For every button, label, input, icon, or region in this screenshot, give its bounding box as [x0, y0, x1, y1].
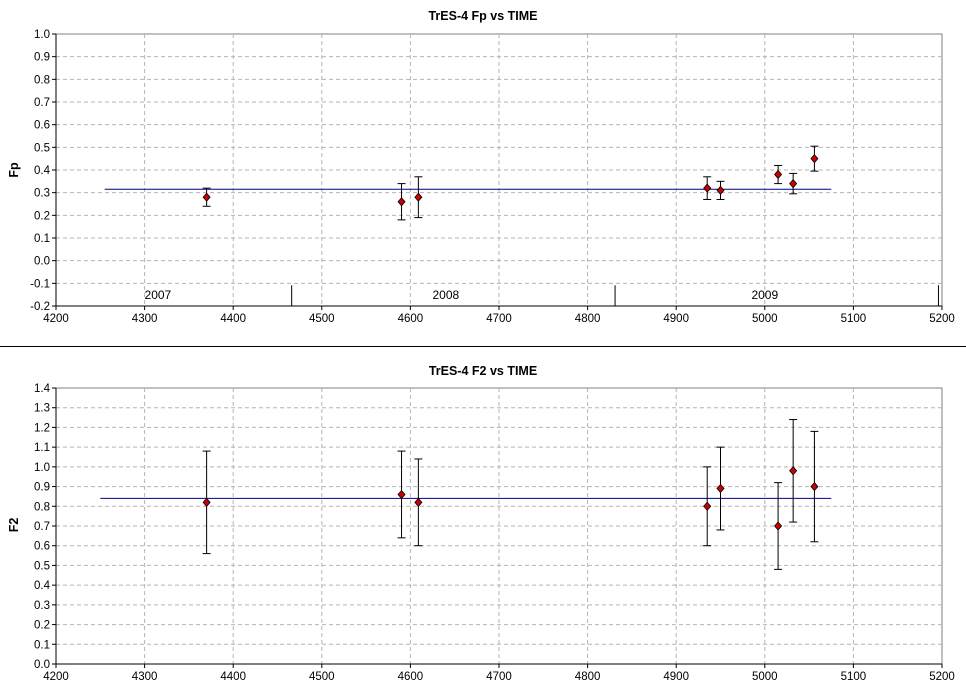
- year-label: 2007: [145, 288, 172, 302]
- data-point: [202, 497, 211, 507]
- year-label: 2008: [432, 288, 459, 302]
- data-point: [414, 497, 423, 507]
- y-tick-label: 0.4: [34, 580, 51, 592]
- y-tick-label: 0.3: [34, 600, 50, 612]
- x-tick-label: 5000: [752, 313, 778, 325]
- y-tick-label: -0.1: [30, 278, 50, 290]
- chart-fp: TrES-4 Fp vs TIME Fp -0.2 -0.1 0.0 0.1 0.2 0.…: [7, 9, 955, 325]
- x-tick-label: 4900: [663, 671, 689, 683]
- y-tick-label: 0.2: [34, 210, 50, 222]
- x-tick-label: 4200: [43, 313, 69, 325]
- y-tick-label: 0.5: [34, 142, 50, 154]
- x-tick-label: 4900: [663, 313, 689, 325]
- y-tick-label: 0.3: [34, 188, 50, 200]
- y-tick-label: 0.8: [34, 501, 50, 513]
- grid: 0.0 0.1 0.2 0.3 0.4 0.5 0.6 0.7 0.8 0.9 1.0 1.1 1.2 1…: [34, 383, 955, 683]
- x-tick-label: 5200: [929, 671, 955, 683]
- y-tick-label: 0.9: [34, 482, 50, 494]
- y-tick-label: 1.1: [34, 442, 50, 454]
- data-point: [397, 489, 406, 500]
- data-point: [789, 466, 798, 476]
- data-point: [789, 178, 798, 189]
- data-point: [703, 501, 712, 511]
- data-point: [397, 197, 406, 207]
- data-point: [202, 192, 211, 202]
- chart-title: TrES-4 Fp vs TIME: [428, 9, 537, 23]
- data-point: [703, 183, 712, 193]
- x-tick-label: 4300: [132, 671, 158, 683]
- y-tick-label: 0.7: [34, 97, 50, 109]
- x-tick-label: 4600: [398, 671, 424, 683]
- x-tick-label: 4800: [575, 671, 601, 683]
- x-tick-label: 4500: [309, 313, 335, 325]
- y-tick-label: 0.5: [34, 560, 50, 572]
- y-tick-label: 0.9: [34, 52, 50, 64]
- x-tick-label: 4700: [486, 671, 512, 683]
- y-tick-label: 0.8: [34, 74, 50, 86]
- data-point: [774, 521, 783, 531]
- x-tick-label: 4400: [220, 671, 246, 683]
- x-tick-label: 4500: [309, 671, 335, 683]
- x-tick-label: 5100: [841, 671, 867, 683]
- y-tick-label: 1.0: [34, 462, 50, 474]
- x-tick-label: 4300: [132, 313, 158, 325]
- data-point: [810, 154, 819, 164]
- data-layer: 2007 2008 2009: [104, 145, 939, 306]
- data-layer: [100, 419, 832, 570]
- chart-f2: TrES-4 F2 vs TIME F2 0.00.10.20.30.40.50…: [7, 364, 955, 683]
- y-tick-label: 1.0: [34, 29, 50, 41]
- y-tick-label: 0.4: [34, 165, 51, 177]
- y-tick-label: 0.2: [34, 620, 50, 632]
- x-tick-label: 4200: [43, 671, 69, 683]
- y-tick-label: -0.2: [30, 301, 50, 313]
- y-axis-label: F2: [7, 518, 21, 533]
- y-tick-label: 1.2: [34, 422, 50, 434]
- y-tick-label: 1.3: [34, 403, 50, 415]
- y-tick-label: 0.6: [34, 120, 50, 132]
- x-tick-label: 4600: [398, 313, 424, 325]
- x-tick-label: 5100: [841, 313, 867, 325]
- y-tick-label: 0.6: [34, 541, 50, 553]
- x-tick-label: 4800: [575, 313, 601, 325]
- x-tick-label: 4400: [220, 313, 246, 325]
- data-point: [716, 483, 725, 494]
- y-tick-label: 0.7: [34, 521, 50, 533]
- x-tick-label: 5000: [752, 671, 778, 683]
- y-tick-label: 0.0: [34, 256, 50, 268]
- x-tick-label: 5200: [929, 313, 955, 325]
- y-tick-label: 0.1: [34, 233, 50, 245]
- x-tick-label: 4700: [486, 313, 512, 325]
- grid: -0.2 -0.1 0.0 0.1 0.2 0.3 0.4 0.5 0.6 0.7 0.8 0.9 1.…: [30, 29, 955, 325]
- data-point: [716, 185, 725, 196]
- data-point: [810, 481, 819, 492]
- y-tick-label: 0.0: [34, 659, 50, 671]
- data-point: [414, 192, 423, 202]
- y-tick-label: 0.1: [34, 639, 50, 651]
- chart-title: TrES-4 F2 vs TIME: [429, 364, 537, 378]
- year-label: 2009: [751, 288, 778, 302]
- y-tick-label: 1.4: [34, 383, 51, 395]
- data-point: [774, 169, 783, 180]
- y-axis-label: Fp: [7, 162, 21, 178]
